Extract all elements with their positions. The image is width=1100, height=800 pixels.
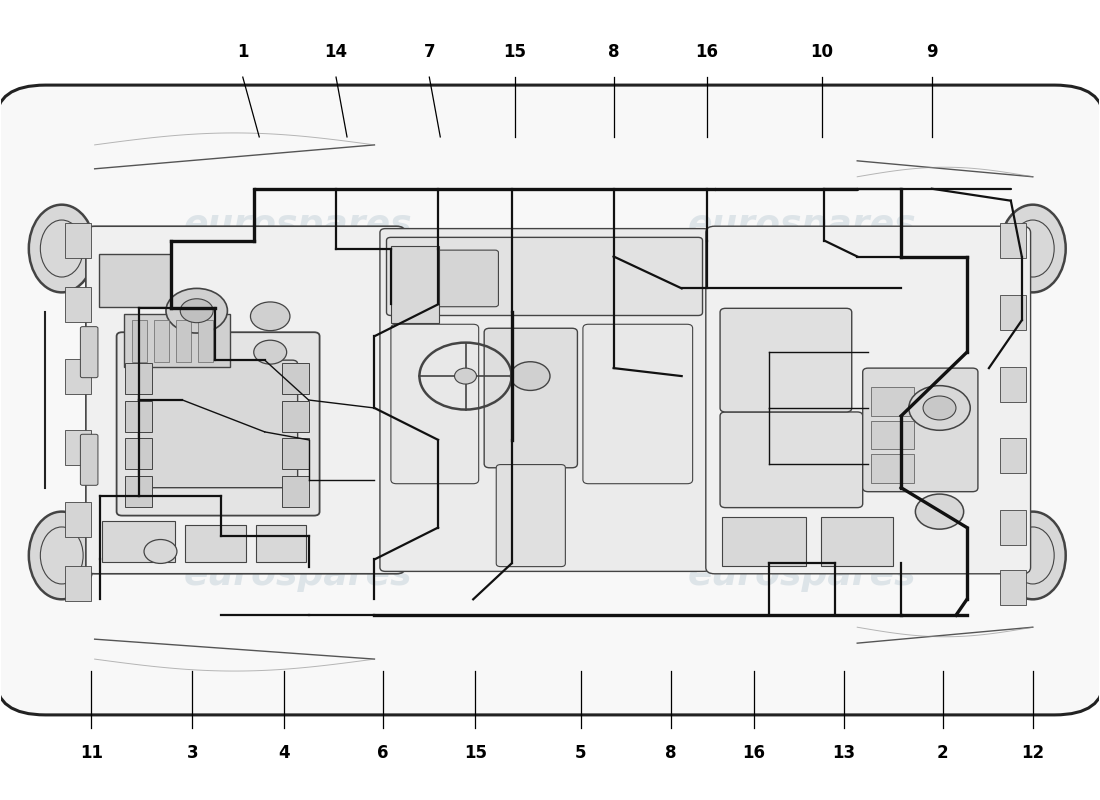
Text: 10: 10 [811,43,834,61]
FancyBboxPatch shape [720,412,862,508]
FancyBboxPatch shape [283,476,309,507]
FancyBboxPatch shape [871,421,914,450]
FancyBboxPatch shape [484,328,578,468]
FancyBboxPatch shape [125,438,152,470]
Circle shape [923,396,956,420]
Text: 14: 14 [324,43,348,61]
Circle shape [254,340,287,364]
Text: 16: 16 [695,43,718,61]
FancyBboxPatch shape [0,85,1100,715]
Text: 4: 4 [278,744,290,762]
FancyBboxPatch shape [124,314,230,366]
FancyBboxPatch shape [283,401,309,432]
FancyBboxPatch shape [125,363,152,394]
FancyBboxPatch shape [583,324,693,484]
Circle shape [510,362,550,390]
Circle shape [909,386,970,430]
Text: 16: 16 [742,744,766,762]
Text: 12: 12 [1021,744,1044,762]
FancyBboxPatch shape [99,254,172,306]
Text: 5: 5 [575,744,586,762]
Text: eurospares: eurospares [688,208,916,242]
FancyBboxPatch shape [1000,366,1026,402]
Text: 6: 6 [377,744,389,762]
Text: 7: 7 [424,43,436,61]
Circle shape [915,494,964,529]
FancyBboxPatch shape [723,517,805,566]
FancyBboxPatch shape [1000,223,1026,258]
FancyBboxPatch shape [390,324,478,484]
FancyBboxPatch shape [862,368,978,492]
FancyBboxPatch shape [283,363,309,394]
FancyBboxPatch shape [1000,510,1026,545]
Text: 13: 13 [833,744,856,762]
FancyBboxPatch shape [65,223,91,258]
FancyBboxPatch shape [871,387,914,416]
FancyBboxPatch shape [65,286,91,322]
FancyBboxPatch shape [139,360,298,488]
Circle shape [251,302,290,330]
FancyBboxPatch shape [176,320,191,362]
Text: 3: 3 [187,744,198,762]
FancyBboxPatch shape [720,308,851,412]
FancyBboxPatch shape [125,476,152,507]
FancyBboxPatch shape [65,358,91,394]
Ellipse shape [29,205,95,292]
Circle shape [180,298,213,322]
FancyBboxPatch shape [283,438,309,470]
Text: 8: 8 [664,744,676,762]
FancyBboxPatch shape [125,401,152,432]
Ellipse shape [1000,512,1066,599]
FancyBboxPatch shape [86,226,405,574]
Text: eurospares: eurospares [184,208,412,242]
Text: 11: 11 [80,744,103,762]
Text: eurospares: eurospares [184,558,412,592]
FancyBboxPatch shape [185,525,246,562]
Text: 15: 15 [504,43,527,61]
Text: 9: 9 [926,43,937,61]
FancyBboxPatch shape [390,246,439,322]
Ellipse shape [29,512,95,599]
FancyBboxPatch shape [706,226,1031,574]
Text: 2: 2 [937,744,948,762]
Circle shape [454,368,476,384]
FancyBboxPatch shape [80,434,98,486]
FancyBboxPatch shape [1000,294,1026,330]
FancyBboxPatch shape [198,320,213,362]
FancyBboxPatch shape [426,250,498,306]
Text: eurospares: eurospares [688,558,916,592]
FancyBboxPatch shape [65,566,91,601]
FancyBboxPatch shape [386,238,703,315]
FancyBboxPatch shape [102,521,175,562]
FancyBboxPatch shape [379,229,710,571]
FancyBboxPatch shape [117,332,320,515]
FancyBboxPatch shape [1000,438,1026,474]
Text: 15: 15 [464,744,487,762]
FancyBboxPatch shape [154,320,169,362]
FancyBboxPatch shape [496,465,565,566]
FancyBboxPatch shape [65,502,91,537]
FancyBboxPatch shape [256,525,307,562]
Circle shape [144,539,177,563]
Text: 8: 8 [608,43,619,61]
FancyBboxPatch shape [65,430,91,466]
Ellipse shape [1000,205,1066,292]
FancyBboxPatch shape [821,517,893,566]
FancyBboxPatch shape [1000,570,1026,605]
FancyBboxPatch shape [871,454,914,483]
FancyBboxPatch shape [132,320,147,362]
Circle shape [166,288,228,333]
Text: 1: 1 [236,43,249,61]
FancyBboxPatch shape [80,326,98,378]
